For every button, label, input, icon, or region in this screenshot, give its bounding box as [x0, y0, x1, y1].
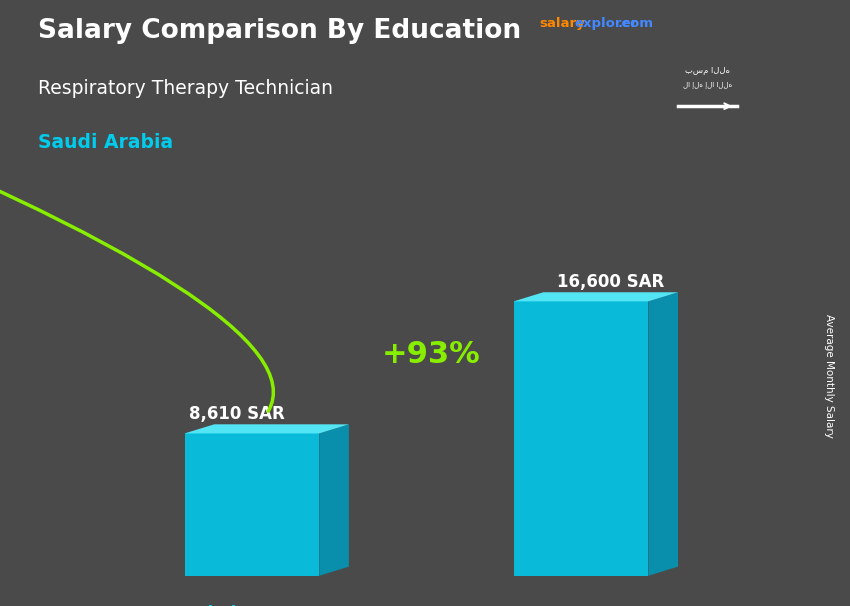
Text: بسم الله: بسم الله — [685, 66, 730, 75]
Polygon shape — [649, 292, 678, 576]
Text: 16,600 SAR: 16,600 SAR — [558, 273, 665, 291]
Text: لا إله إلا الله: لا إله إلا الله — [683, 81, 732, 88]
Polygon shape — [513, 301, 649, 576]
Text: 8,610 SAR: 8,610 SAR — [189, 405, 285, 424]
Text: .com: .com — [618, 17, 654, 30]
Text: Saudi Arabia: Saudi Arabia — [38, 133, 173, 152]
Text: Salary Comparison By Education: Salary Comparison By Education — [38, 18, 521, 44]
Text: Respiratory Therapy Technician: Respiratory Therapy Technician — [38, 79, 333, 98]
Polygon shape — [513, 292, 678, 301]
Polygon shape — [184, 424, 348, 433]
Text: salary: salary — [540, 17, 586, 30]
Text: Average Monthly Salary: Average Monthly Salary — [824, 314, 834, 438]
Polygon shape — [320, 424, 348, 576]
Polygon shape — [184, 433, 320, 576]
Text: +93%: +93% — [382, 339, 481, 368]
Text: explorer: explorer — [575, 17, 638, 30]
